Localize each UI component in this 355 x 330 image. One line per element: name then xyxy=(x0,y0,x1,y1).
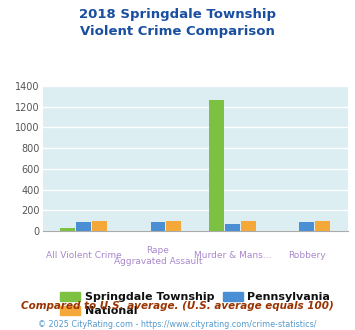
Bar xyxy=(225,223,240,231)
Text: All Violent Crime: All Violent Crime xyxy=(46,251,121,260)
Text: Compared to U.S. average. (U.S. average equals 100): Compared to U.S. average. (U.S. average … xyxy=(21,301,334,311)
Bar xyxy=(76,222,91,231)
Text: 2018 Springdale Township
Violent Crime Comparison: 2018 Springdale Township Violent Crime C… xyxy=(79,8,276,38)
Bar xyxy=(209,100,224,231)
Text: Aggravated Assault: Aggravated Assault xyxy=(114,257,202,266)
Text: Rape: Rape xyxy=(147,246,169,254)
Bar xyxy=(300,222,315,231)
Bar xyxy=(60,228,75,231)
Bar xyxy=(151,222,165,231)
Bar xyxy=(315,221,330,231)
Bar xyxy=(92,221,106,231)
Text: Murder & Mans...: Murder & Mans... xyxy=(194,251,271,260)
Legend: Springdale Township, National, Pennsylvania: Springdale Township, National, Pennsylva… xyxy=(60,292,330,316)
Text: Robbery: Robbery xyxy=(288,251,326,260)
Text: © 2025 CityRating.com - https://www.cityrating.com/crime-statistics/: © 2025 CityRating.com - https://www.city… xyxy=(38,319,317,329)
Bar xyxy=(241,221,256,231)
Bar xyxy=(166,221,181,231)
